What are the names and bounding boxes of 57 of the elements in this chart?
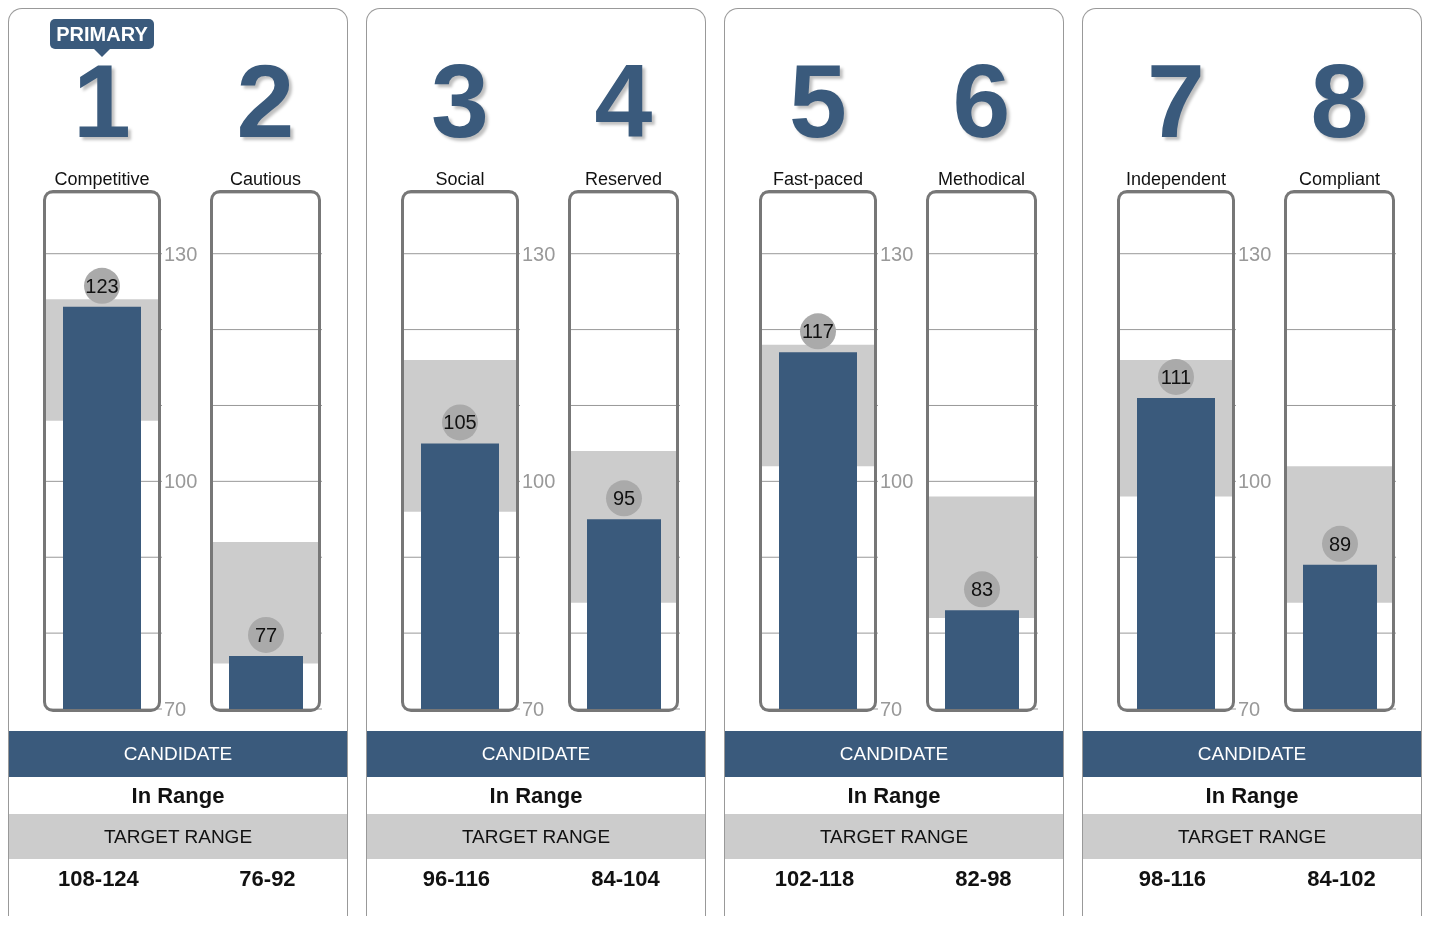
- y-tick-label: 70: [522, 698, 545, 721]
- text: CANDIDATE: [725, 731, 1063, 777]
- chart-title: 6: [951, 43, 1012, 159]
- chart-title: 2: [235, 43, 296, 159]
- x-tick-label: Cautious: [229, 169, 302, 189]
- chart-title: 5: [788, 43, 848, 159]
- text: 98-116: [1137, 865, 1208, 893]
- text: TARGET RANGE: [725, 814, 1063, 859]
- text: TARGET RANGE: [367, 814, 705, 859]
- y-tick-label: 70: [164, 698, 187, 721]
- text: 84-102: [1306, 865, 1377, 893]
- text: 82-98: [954, 865, 1013, 893]
- y-tick-label: 130: [164, 242, 198, 265]
- x-tick-label: Methodical: [937, 169, 1026, 189]
- chart-title: 4: [593, 43, 654, 159]
- text: CANDIDATE: [1083, 731, 1421, 777]
- text: In Range: [1204, 782, 1300, 810]
- y-tick-label: 100: [880, 470, 914, 493]
- text: 84-104: [590, 865, 661, 893]
- text: TARGET RANGE: [1083, 814, 1421, 859]
- text: 76-92: [238, 865, 297, 893]
- y-tick-label: 130: [522, 242, 556, 265]
- x-tick-label: Reserved: [584, 169, 663, 189]
- chart-title: 7: [1146, 43, 1206, 159]
- chart-title: 3: [430, 43, 490, 159]
- text: TARGET RANGE: [9, 814, 347, 859]
- y-tick-label: 100: [1238, 470, 1272, 493]
- y-tick-label: 100: [522, 470, 556, 493]
- chart-title: 8: [1309, 43, 1370, 159]
- data-label: 123: [85, 274, 119, 297]
- x-tick-label: Independent: [1125, 169, 1227, 189]
- y-tick-label: 130: [1238, 242, 1272, 265]
- text: PRIMARY: [56, 23, 148, 45]
- y-tick-label: 100: [164, 470, 198, 493]
- text: 96-116: [421, 865, 492, 893]
- x-tick-label: Social: [435, 169, 485, 189]
- data-label: 83: [970, 578, 994, 601]
- text: CANDIDATE: [9, 731, 347, 777]
- y-tick-label: 130: [880, 242, 914, 265]
- x-tick-label: Competitive: [54, 169, 150, 189]
- text: In Range: [130, 782, 226, 810]
- data-label: 95: [612, 487, 636, 510]
- data-label: 77: [254, 623, 278, 646]
- y-tick-label: 70: [1238, 698, 1261, 721]
- x-tick-label: Fast-paced: [772, 169, 864, 189]
- text: In Range: [488, 782, 584, 810]
- text: In Range: [846, 782, 942, 810]
- data-label: 105: [443, 411, 477, 434]
- x-tick-label: Compliant: [1298, 169, 1381, 189]
- chart-title: 1: [72, 43, 132, 159]
- text: CANDIDATE: [367, 731, 705, 777]
- data-label: 89: [1328, 532, 1352, 555]
- text: 102-118: [773, 865, 856, 893]
- y-tick-label: 70: [880, 698, 903, 721]
- text: 108-124: [57, 865, 140, 893]
- data-label: 117: [802, 320, 834, 343]
- data-label: 111: [1160, 365, 1192, 388]
